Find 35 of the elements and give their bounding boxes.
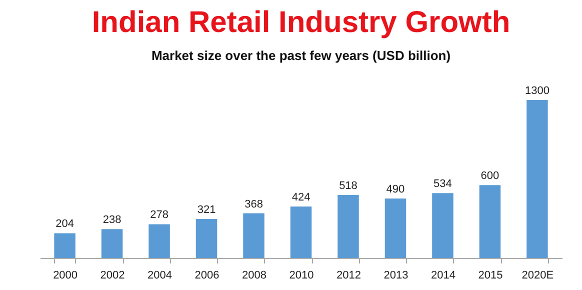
x-tick-label: 2004 [148, 270, 172, 282]
bar [290, 206, 312, 258]
x-tick-label: 2020E [522, 270, 554, 282]
x-tick-label: 2000 [53, 270, 78, 282]
x-tick-label: 2008 [242, 270, 266, 282]
bar [243, 213, 264, 258]
bar [432, 193, 454, 258]
x-tick-label: 2013 [384, 270, 408, 282]
data-label: 490 [386, 183, 405, 196]
bar [196, 218, 218, 258]
data-label: 278 [150, 209, 168, 222]
x-tick-label: 2014 [430, 270, 456, 282]
x-tick-label: 2006 [194, 270, 220, 282]
data-label: 534 [434, 178, 452, 190]
bar [54, 233, 76, 258]
data-label: 204 [56, 218, 74, 230]
x-tick-label: 2012 [336, 270, 361, 282]
data-label: 321 [197, 204, 216, 216]
x-tick-label: 2015 [478, 270, 503, 282]
data-label: 1300 [524, 85, 550, 97]
bar [479, 185, 501, 258]
data-label: 368 [244, 198, 263, 210]
bar [526, 100, 548, 258]
bar [338, 195, 359, 258]
data-label: 424 [292, 191, 310, 204]
x-tick-label: 2010 [289, 270, 314, 282]
chart-title: Indian Retail Industry Growth [92, 6, 510, 39]
bar [148, 224, 170, 258]
x-tick-label: 2002 [100, 270, 125, 282]
data-label: 238 [102, 214, 122, 226]
data-label: 518 [339, 180, 358, 192]
bar [384, 198, 406, 258]
bar [101, 229, 123, 258]
chart-subtitle: Market size over the past few years (USD billion) [151, 48, 451, 63]
data-label: 600 [480, 170, 500, 182]
